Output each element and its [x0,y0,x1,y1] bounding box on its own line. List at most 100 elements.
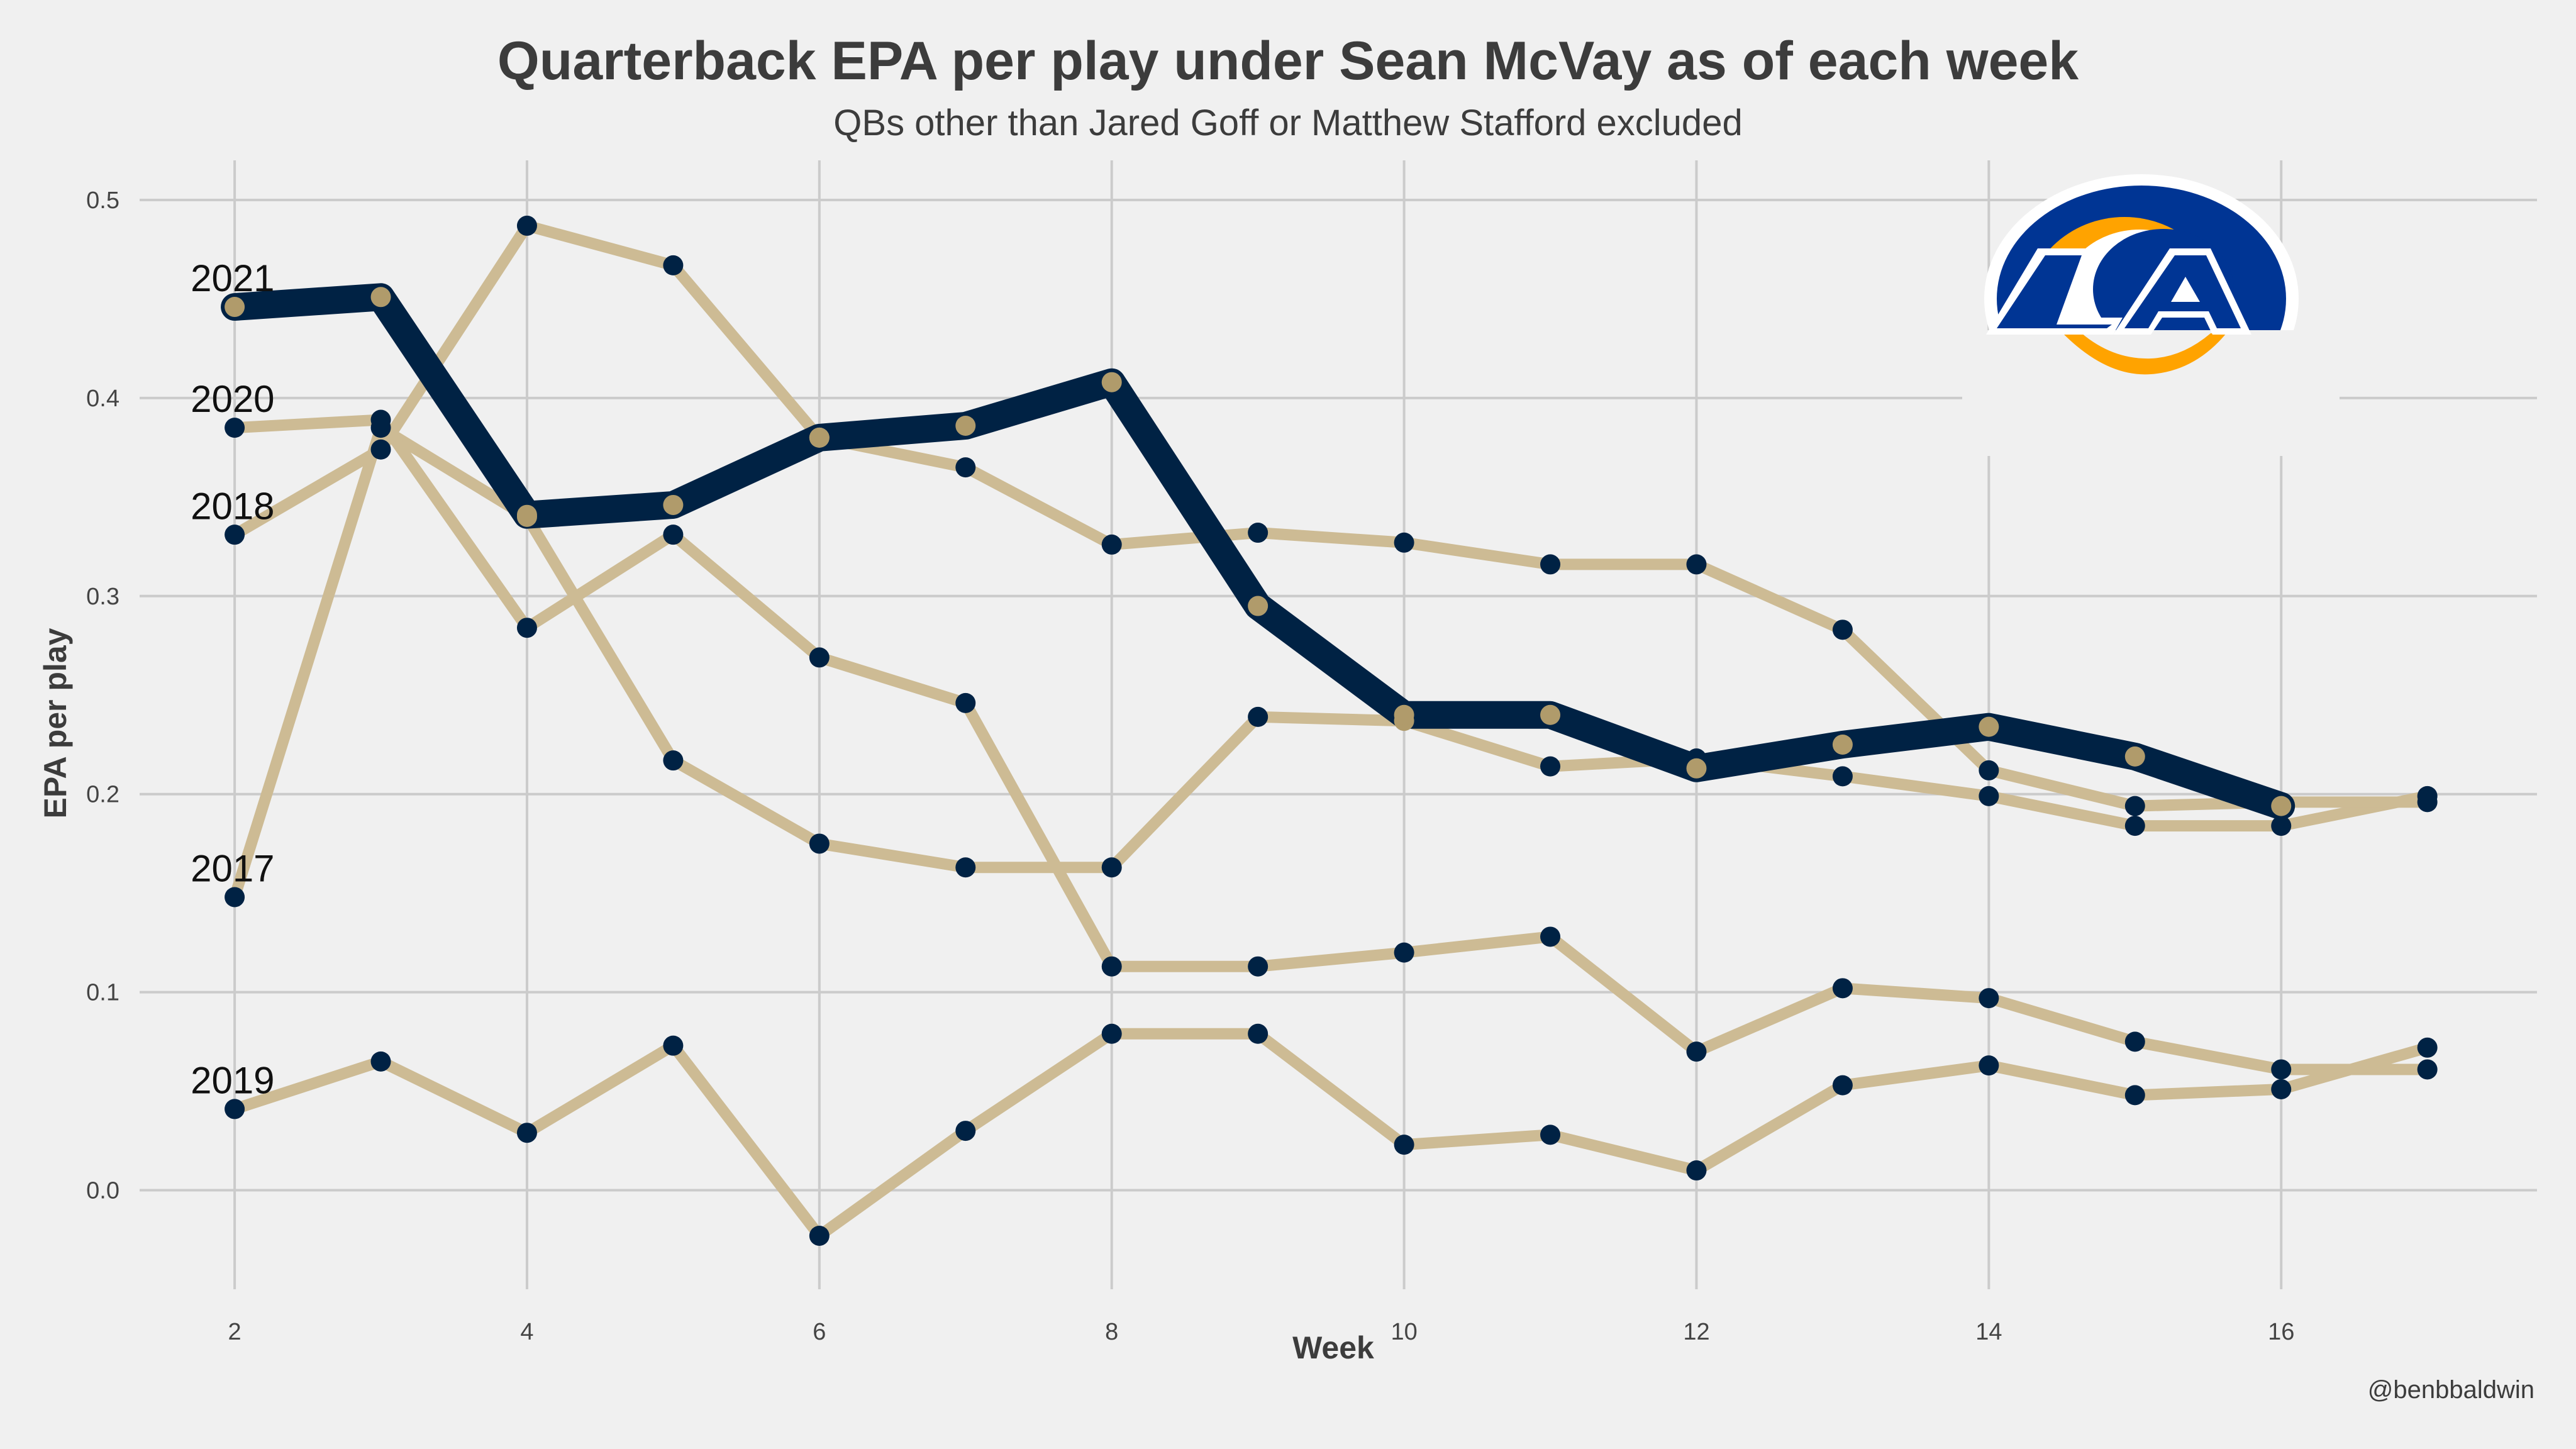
point-2018-week-5 [663,255,684,275]
point-2020-week-3 [370,409,391,430]
point-2020-week-5 [663,525,684,545]
point-2019-week-16 [2271,1079,2292,1099]
point-2019-week-10 [1394,1135,1414,1155]
x-tick-label: 14 [1975,1319,2002,1345]
logo-horn-tail [2063,333,2226,375]
series-line-2017 [229,422,2433,903]
point-2018-week-8 [1101,534,1122,555]
point-2017-week-7 [955,857,976,878]
point-2021-week-4 [516,504,537,525]
x-tick-label: 8 [1105,1319,1118,1345]
point-2020-week-17 [2417,1059,2438,1080]
point-2018-week-11 [1540,554,1561,575]
logo-clear [1962,330,2340,456]
point-2021-week-11 [1540,704,1561,725]
point-2018-week-15 [2124,796,2145,816]
point-2021-week-9 [1248,596,1269,616]
point-2019-week-12 [1686,1160,1707,1181]
point-2019-week-17 [2417,1037,2438,1058]
x-tick-label: 4 [520,1319,533,1345]
point-2020-week-7 [955,692,976,713]
logo-letter-a-hole [2171,277,2200,302]
point-2019-week-14 [1979,1055,1999,1076]
x-tick-label: 2 [228,1319,242,1345]
point-2019-week-5 [663,1035,684,1056]
point-2019-week-13 [1832,1075,1853,1096]
point-2021-week-12 [1686,758,1707,779]
point-2017-week-9 [1248,706,1269,727]
chart-title: Quarterback EPA per play under Sean McVa… [497,31,2079,91]
y-tick-label: 0.2 [86,782,119,808]
year-label-2019: 2019 [191,1060,274,1102]
point-2020-week-14 [1979,988,1999,1009]
point-2017-week-6 [809,833,830,854]
point-2020-week-12 [1686,1041,1707,1062]
y-tick-label: 0.5 [86,187,119,214]
point-2020-week-4 [516,618,537,638]
point-2018-week-17 [2417,792,2438,813]
point-2020-week-8 [1101,956,1122,977]
year-label-2018: 2018 [191,485,274,527]
y-tick-label: 0.4 [86,386,119,412]
point-2019-week-9 [1248,1023,1269,1044]
point-2019-week-3 [370,1051,391,1072]
y-tick-label: 0.3 [86,584,119,610]
point-2020-week-13 [1832,978,1853,999]
series-points [225,215,2438,1246]
point-2017-week-8 [1101,857,1122,878]
point-2018-week-4 [516,215,537,236]
point-2018-week-14 [1979,760,1999,780]
point-2018-week-3 [370,439,391,460]
series-line-2018 [229,219,2433,812]
point-2019-week-11 [1540,1124,1561,1145]
year-labels: 2021 2020 2018 2017 2019 [191,257,274,1101]
point-2018-week-2 [225,525,245,545]
y-tick-label: 0.0 [86,1178,119,1204]
point-2020-week-15 [2124,1031,2145,1052]
y-axis-label: EPA per play [38,628,73,818]
point-2021-week-7 [955,415,976,436]
point-2021-week-3 [370,287,391,308]
x-axis-label: Week [1292,1330,1374,1365]
point-2021-week-16 [2271,796,2292,816]
point-2017-week-5 [663,750,684,771]
series-line-2020 [229,414,2433,1075]
chart-subtitle: QBs other than Jared Goff or Matthew Sta… [833,103,1743,143]
point-2020-week-9 [1248,956,1269,977]
point-2021-week-8 [1101,372,1122,392]
point-2021-week-10 [1394,704,1414,725]
point-2018-week-10 [1394,532,1414,553]
author-credit: @benbbaldwin [2367,1376,2534,1404]
year-label-2020: 2020 [191,378,274,420]
x-tick-label: 6 [813,1319,826,1345]
point-2017-week-2 [225,887,245,908]
x-tick-label: 16 [2268,1319,2294,1345]
year-label-2021: 2021 [191,257,274,299]
logo-letter-l-fill [1997,255,2112,328]
point-2021-week-6 [809,427,830,448]
point-2017-week-13 [1832,766,1853,787]
point-2021-week-13 [1832,734,1853,755]
point-2019-week-8 [1101,1023,1122,1044]
x-tick-label: 12 [1683,1319,1709,1345]
y-tick-label: 0.1 [86,980,119,1006]
point-2021-week-2 [225,297,245,318]
x-tick-label: 10 [1391,1319,1417,1345]
point-2020-week-2 [225,418,245,438]
point-2019-week-4 [516,1123,537,1143]
point-2018-week-7 [955,457,976,478]
point-2017-week-16 [2271,816,2292,836]
point-2019-week-2 [225,1099,245,1119]
la-rams-logo [1962,174,2340,456]
point-2020-week-6 [809,647,830,668]
series-line-2019 [229,1028,2433,1241]
point-2017-week-15 [2124,816,2145,836]
year-label-2017: 2017 [191,848,274,890]
point-2020-week-10 [1394,942,1414,963]
axis-ticks: 2 4 6 8 10 12 14 16 0.0 0.1 0.2 0.3 0.4 0.5 [86,187,2294,1345]
point-2021-week-5 [663,494,684,515]
point-2021-week-15 [2124,746,2145,767]
point-2018-week-13 [1832,619,1853,640]
point-2017-week-11 [1540,756,1561,777]
